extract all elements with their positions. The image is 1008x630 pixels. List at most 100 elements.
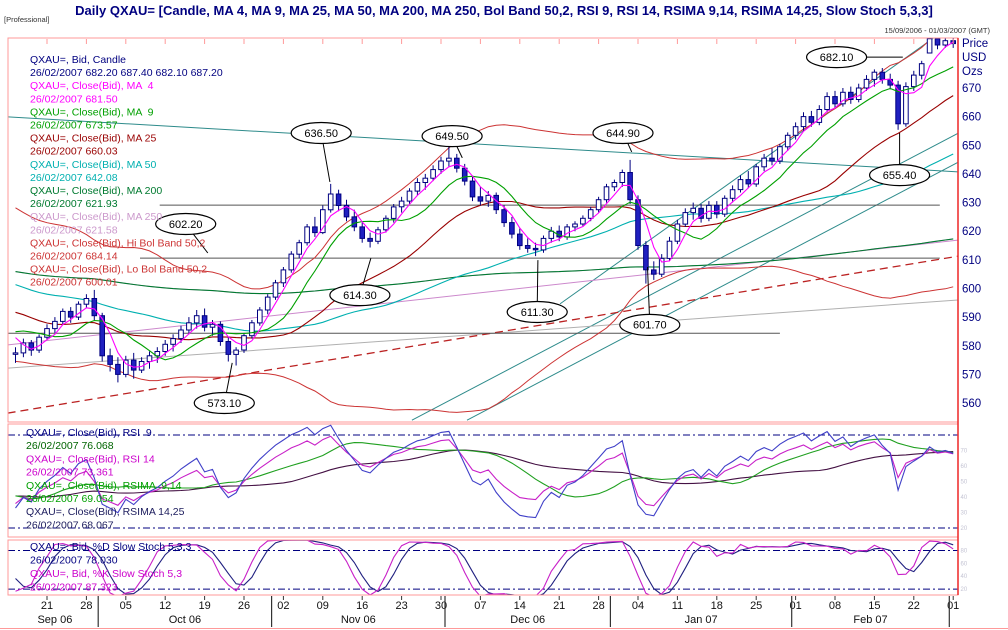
svg-text:560: 560	[962, 398, 981, 410]
svg-text:620: 620	[962, 226, 981, 238]
svg-text:602.20: 602.20	[169, 219, 203, 231]
svg-text:14: 14	[514, 600, 526, 612]
svg-text:26/02/2007 69.054: 26/02/2007 69.054	[26, 493, 114, 505]
svg-text:611.30: 611.30	[521, 307, 554, 319]
svg-text:644.90: 644.90	[606, 128, 640, 140]
svg-text:601.70: 601.70	[633, 320, 667, 332]
svg-text:20: 20	[961, 526, 968, 532]
svg-text:28: 28	[592, 600, 604, 612]
svg-text:QXAU=, Close(Bid), RSIMA 9,14: QXAU=, Close(Bid), RSIMA 9,14	[26, 480, 182, 492]
svg-text:QXAU=, Close(Bid), MA 250: QXAU=, Close(Bid), MA 250	[30, 211, 162, 223]
svg-text:21: 21	[553, 600, 565, 612]
date-axis: 21 28 05 12 19 26 02 09 16 23 30 07 14 21 28 04 11 18 25 01…	[37, 596, 959, 627]
svg-text:28: 28	[80, 600, 92, 612]
svg-text:QXAU=, Close(Bid), Hi Bol Band: QXAU=, Close(Bid), Hi Bol Band 50,2	[30, 237, 206, 249]
svg-text:60: 60	[961, 561, 968, 567]
svg-text:Price: Price	[962, 38, 988, 50]
svg-text:26/02/2007 642.08: 26/02/2007 642.08	[30, 172, 118, 184]
svg-text:655.40: 655.40	[883, 170, 917, 182]
svg-text:30: 30	[961, 511, 968, 517]
svg-text:QXAU=, Bid, Candle: QXAU=, Bid, Candle	[30, 54, 126, 66]
svg-text:682.10: 682.10	[820, 52, 854, 64]
svg-text:573.10: 573.10	[207, 398, 241, 410]
stoch-panel	[8, 540, 958, 595]
svg-text:21: 21	[41, 600, 53, 612]
svg-text:660: 660	[962, 112, 981, 124]
svg-text:22: 22	[908, 600, 920, 612]
price-axis: Price USD Ozs 670 660 650 640 630 620 610 600 590 58…	[961, 38, 989, 593]
svg-text:01: 01	[947, 600, 959, 612]
svg-text:01: 01	[789, 600, 801, 612]
svg-text:80: 80	[961, 549, 968, 555]
svg-text:26/02/2007 621.93: 26/02/2007 621.93	[30, 198, 118, 210]
svg-text:26: 26	[238, 600, 250, 612]
svg-text:Jan 07: Jan 07	[685, 614, 718, 626]
rsi-legend: QXAU=, Close(Bid), RSI 926/02/2007 76.06…	[26, 427, 185, 531]
svg-text:19: 19	[198, 600, 210, 612]
svg-text:12: 12	[159, 600, 171, 612]
svg-text:QXAU=, Close(Bid), RSI 14: QXAU=, Close(Bid), RSI 14	[26, 453, 155, 465]
svg-text:09: 09	[317, 600, 329, 612]
svg-text:580: 580	[962, 341, 981, 353]
svg-text:18: 18	[711, 600, 723, 612]
svg-text:USD: USD	[962, 52, 986, 64]
svg-text:QXAU=, Close(Bid), RSI 9: QXAU=, Close(Bid), RSI 9	[26, 427, 152, 439]
svg-text:640: 640	[962, 169, 981, 181]
svg-text:26/02/2007 673.57: 26/02/2007 673.57	[30, 120, 118, 132]
svg-text:26/02/2007 600.01: 26/02/2007 600.01	[30, 277, 118, 289]
svg-text:26/02/2007 681.50: 26/02/2007 681.50	[30, 93, 118, 105]
svg-text:05: 05	[120, 600, 132, 612]
svg-text:Ozs: Ozs	[962, 66, 983, 78]
svg-text:15: 15	[868, 600, 880, 612]
fast-ma-lines	[15, 41, 954, 368]
svg-text:610: 610	[962, 255, 981, 267]
svg-text:11: 11	[672, 600, 683, 612]
svg-text:Feb 07: Feb 07	[853, 614, 887, 626]
svg-text:Oct 06: Oct 06	[169, 614, 201, 626]
price-annotations: 682.10 655.40 636.50 649.50 644.90 602.20 614.…	[155, 45, 931, 415]
svg-text:630: 630	[962, 198, 981, 210]
svg-text:QXAU=, Close(Bid), MA 200: QXAU=, Close(Bid), MA 200	[30, 185, 162, 197]
svg-text:26/02/2007 660.03: 26/02/2007 660.03	[30, 146, 118, 158]
svg-text:600: 600	[962, 284, 981, 296]
title-bar: [Professional] Daily QXAU= [Candle, MA 4…	[0, 0, 1008, 36]
svg-text:614.30: 614.30	[343, 290, 377, 302]
svg-text:50: 50	[961, 480, 968, 486]
svg-text:26/02/2007 73.361: 26/02/2007 73.361	[26, 467, 114, 479]
svg-text:650: 650	[962, 140, 981, 152]
svg-text:649.50: 649.50	[435, 131, 469, 143]
svg-text:590: 590	[962, 312, 981, 324]
svg-text:Dec 06: Dec 06	[510, 614, 545, 626]
svg-text:70: 70	[961, 449, 968, 455]
svg-text:04: 04	[632, 600, 644, 612]
svg-text:16: 16	[356, 600, 368, 612]
svg-text:Nov 06: Nov 06	[341, 614, 376, 626]
svg-text:20: 20	[961, 587, 968, 593]
svg-text:02: 02	[277, 600, 289, 612]
svg-text:670: 670	[962, 83, 981, 95]
svg-text:26/02/2007 78.030: 26/02/2007 78.030	[30, 555, 118, 567]
panel-frames	[0, 37, 1008, 629]
svg-text:QXAU=, Bid, %D Slow Stoch 5,3,: QXAU=, Bid, %D Slow Stoch 5,3,3	[30, 541, 192, 553]
svg-text:26/02/2007 68.067: 26/02/2007 68.067	[26, 519, 114, 531]
svg-text:23: 23	[395, 600, 407, 612]
svg-text:26/02/2007 76.068: 26/02/2007 76.068	[26, 440, 114, 452]
svg-text:QXAU=, Close(Bid), MA 4: QXAU=, Close(Bid), MA 4	[30, 80, 154, 92]
svg-text:QXAU=, Bid, %K Slow Stoch 5,3: QXAU=, Bid, %K Slow Stoch 5,3	[30, 568, 182, 580]
professional-badge: [Professional]	[4, 15, 50, 24]
stoch-legend: QXAU=, Bid, %D Slow Stoch 5,3,3 26/02/200…	[30, 541, 192, 594]
svg-text:25: 25	[750, 600, 762, 612]
svg-text:40: 40	[961, 574, 968, 580]
svg-text:QXAU=, Close(Bid), RSIMA 14,25: QXAU=, Close(Bid), RSIMA 14,25	[26, 506, 185, 518]
rsi-panel	[8, 424, 958, 529]
trend-lines	[8, 38, 958, 421]
date-range-label: 15/09/2006 - 01/03/2007 (GMT)	[884, 26, 990, 35]
svg-text:QXAU=, Close(Bid), MA 25: QXAU=, Close(Bid), MA 25	[30, 133, 156, 145]
svg-text:QXAU=, Close(Bid), Lo Bol Band: QXAU=, Close(Bid), Lo Bol Band 50,2	[30, 264, 207, 276]
svg-text:Sep 06: Sep 06	[37, 614, 72, 626]
svg-text:26/02/2007 87.323: 26/02/2007 87.323	[30, 582, 118, 594]
svg-text:570: 570	[962, 369, 981, 381]
